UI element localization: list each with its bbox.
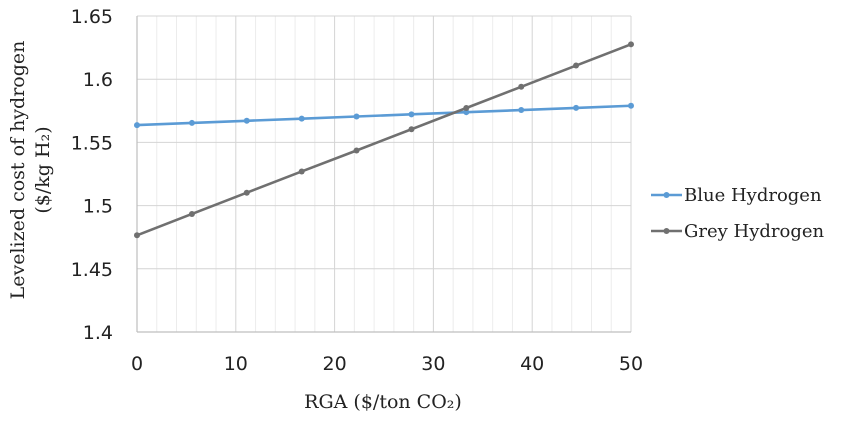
series-blue-hydrogen (134, 102, 634, 129)
y-tick-label: 1.55 (71, 132, 113, 154)
y-tick-label: 1.6 (83, 69, 113, 91)
legend-label: Grey Hydrogen (684, 221, 825, 242)
legend-swatch-marker (663, 228, 670, 234)
y-axis-title-line1: Levelized cost of hydrogen (7, 41, 29, 300)
data-point (298, 115, 305, 122)
data-point (628, 102, 634, 109)
data-point (518, 83, 525, 90)
data-point (408, 111, 415, 118)
y-axis-title-line2: ($/kg H₂) (32, 126, 54, 213)
x-tick-label: 50 (619, 353, 643, 375)
y-tick-label: 1.65 (71, 6, 113, 28)
x-tick-label: 0 (131, 353, 143, 375)
data-point (573, 104, 580, 111)
data-point (628, 41, 634, 48)
legend-item-grey-hydrogen: Grey Hydrogen (651, 221, 825, 242)
grid (136, 15, 632, 333)
data-point (188, 119, 195, 126)
legend-swatch-marker (663, 192, 670, 198)
data-point (188, 210, 195, 217)
axes (136, 16, 631, 333)
tick-labels: 0 10 20 30 40 50 1.4 1.45 1.5 1.55 1.6 1.65 (71, 6, 643, 375)
data-point (353, 113, 360, 120)
legend-label: Blue Hydrogen (684, 185, 822, 206)
data-point (463, 105, 470, 112)
data-point (298, 168, 305, 175)
data-point (243, 117, 250, 124)
y-tick-label: 1.45 (71, 259, 113, 281)
series-line-blue-hydrogen (135, 104, 633, 127)
y-tick-label: 1.5 (83, 196, 113, 218)
series-grey-hydrogen (134, 41, 634, 239)
data-point (518, 107, 525, 114)
data-point (408, 126, 415, 133)
series-layer (134, 41, 634, 239)
data-point (134, 122, 140, 129)
x-tick-label: 20 (323, 353, 347, 375)
data-point (243, 189, 250, 196)
legend-item-blue-hydrogen: Blue Hydrogen (651, 185, 822, 206)
y-axis-title: Levelized cost of hydrogen ($/kg H₂) (7, 41, 54, 300)
data-point (573, 62, 580, 69)
y-tick-label: 1.4 (83, 322, 113, 344)
data-point (463, 109, 470, 116)
data-point (134, 232, 140, 239)
x-tick-label: 40 (520, 353, 544, 375)
series-line-grey-hydrogen (135, 43, 633, 237)
x-tick-label: 30 (421, 353, 445, 375)
data-point (353, 147, 360, 154)
legend: Blue Hydrogen Grey Hydrogen (651, 185, 825, 242)
x-axis-title: RGA ($/ton CO₂) (304, 391, 462, 413)
x-tick-label: 10 (224, 353, 248, 375)
